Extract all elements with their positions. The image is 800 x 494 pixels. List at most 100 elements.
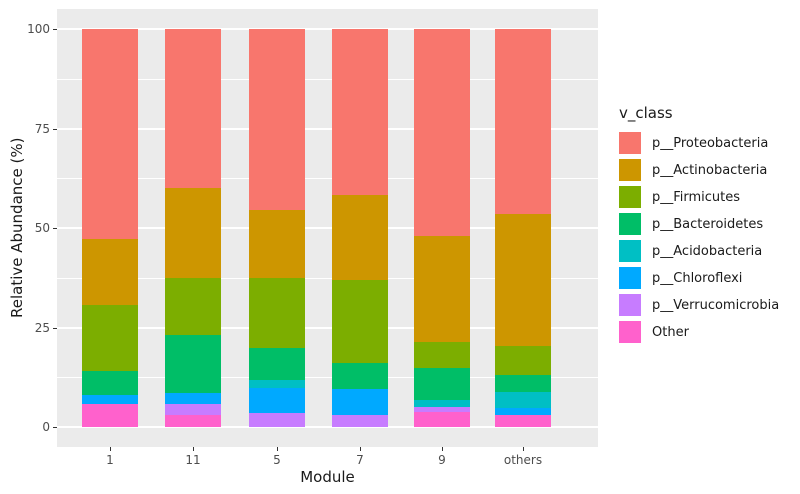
x-tick-mark — [110, 447, 111, 451]
minor-gridline — [57, 277, 598, 279]
legend-label: p__Bacteroidetes — [652, 216, 764, 232]
bar-segment-p__Proteobacteria-module-7 — [332, 29, 388, 195]
legend-label: p__Firmicutes — [652, 189, 741, 205]
bar-segment-Other-module-11 — [165, 415, 221, 427]
bar-segment-p__Proteobacteria-module-1 — [82, 29, 138, 240]
legend-label: p__Proteobacteria — [652, 135, 769, 151]
legend-label: Other — [652, 324, 689, 340]
x-tick-label-others: others — [503, 453, 543, 467]
legend-item-p__Actinobacteria: p__Actinobacteria — [619, 159, 779, 181]
bar-segment-p__Firmicutes-module-11 — [165, 278, 221, 336]
bar-segment-Other-module-1 — [82, 403, 138, 427]
y-tick-mark — [53, 128, 57, 130]
bar-segment-p__Acidobacteria-module-others — [495, 391, 551, 408]
bar-segment-p__Bacteroidetes-module-9 — [414, 368, 470, 400]
major-gridline — [57, 426, 598, 428]
legend-items: p__Proteobacteria p__Actinobacteria p__Fir… — [619, 132, 779, 343]
bar-segment-Other-module-others — [495, 415, 551, 427]
major-gridline — [57, 326, 598, 329]
bar-segment-p__Actinobacteria-module-7 — [332, 194, 388, 281]
bar-segment-p__Firmicutes-module-9 — [414, 341, 470, 369]
bar-segment-p__Proteobacteria-module-5 — [249, 29, 305, 211]
bar-segment-p__Actinobacteria-module-others — [495, 214, 551, 346]
legend-key-swatch — [619, 267, 641, 289]
bar-segment-p__Proteobacteria-module-others — [495, 29, 551, 215]
plot-panel — [57, 9, 598, 447]
bar-segment-p__Chloroflexi-module-others — [495, 407, 551, 416]
legend-item-Other: Other — [619, 321, 779, 343]
bar-segment-p__Verrucomicrobia-module-11 — [165, 403, 221, 416]
bar-segment-p__Acidobacteria-module-9 — [414, 399, 470, 408]
legend-key-swatch — [619, 159, 641, 181]
bar-segment-p__Proteobacteria-module-11 — [165, 29, 221, 188]
bar-segment-p__Actinobacteria-module-5 — [249, 210, 305, 279]
bar-segment-p__Chloroflexi-module-7 — [332, 389, 388, 416]
y-tick-mark — [53, 29, 57, 30]
major-gridline — [57, 127, 598, 130]
x-tick-label-5: 5 — [273, 453, 281, 467]
y-tick-label: 50 — [34, 221, 50, 235]
legend-label: p__Actinobacteria — [652, 162, 768, 178]
legend-item-p__Acidobacteria: p__Acidobacteria — [619, 240, 779, 262]
minor-gridline — [57, 377, 598, 379]
bar-segment-p__Actinobacteria-module-11 — [165, 187, 221, 279]
bar-segment-p__Firmicutes-module-7 — [332, 280, 388, 363]
bar-segment-p__Firmicutes-module-1 — [82, 304, 138, 371]
legend-label: p__Chloroflexi — [652, 270, 743, 286]
bar-segment-p__Proteobacteria-module-9 — [414, 29, 470, 236]
bar-segment-p__Bacteroidetes-module-1 — [82, 370, 138, 396]
bar-segment-p__Chloroflexi-module-1 — [82, 395, 138, 404]
bar-segment-p__Chloroflexi-module-5 — [249, 387, 305, 414]
x-tick-label-7: 7 — [356, 453, 364, 467]
legend-key-swatch — [619, 294, 641, 316]
legend-item-p__Proteobacteria: p__Proteobacteria — [619, 132, 779, 154]
bar-segment-p__Bacteroidetes-module-11 — [165, 335, 221, 394]
bar-segment-p__Firmicutes-module-5 — [249, 278, 305, 349]
legend-item-p__Verrucomicrobia: p__Verrucomicrobia — [619, 294, 779, 316]
legend-label: p__Acidobacteria — [652, 243, 763, 259]
bar-segment-p__Verrucomicrobia-module-7 — [332, 415, 388, 427]
minor-gridline — [57, 178, 598, 180]
legend-key-swatch — [619, 213, 641, 235]
legend-key-swatch — [619, 132, 641, 154]
minor-gridline — [57, 78, 598, 80]
y-tick-mark — [53, 427, 57, 428]
x-tick-label-1: 1 — [106, 453, 114, 467]
y-tick-label: 75 — [34, 121, 50, 136]
y-tick-label: 25 — [34, 320, 50, 335]
bar-segment-p__Bacteroidetes-module-others — [495, 374, 551, 392]
x-tick-mark — [523, 447, 524, 451]
bar-segment-p__Verrucomicrobia-module-5 — [249, 413, 305, 427]
x-tick-mark — [360, 447, 361, 451]
bar-segment-p__Verrucomicrobia-module-9 — [414, 407, 470, 412]
bar-segment-p__Bacteroidetes-module-5 — [249, 348, 305, 381]
legend-label: p__Verrucomicrobia — [652, 297, 780, 313]
y-tick-mark — [53, 327, 57, 329]
bar-segment-p__Firmicutes-module-others — [495, 345, 551, 375]
x-tick-label-9: 9 — [438, 453, 446, 467]
bar-segment-p__Acidobacteria-module-5 — [249, 380, 305, 388]
legend-item-p__Bacteroidetes: p__Bacteroidetes — [619, 213, 779, 235]
x-tick-mark — [193, 447, 194, 451]
legend-key-swatch — [619, 186, 641, 208]
x-axis-title: Module — [300, 468, 355, 486]
y-tick-label: 0 — [42, 420, 50, 434]
bar-segment-p__Bacteroidetes-module-7 — [332, 362, 388, 390]
x-tick-mark — [277, 447, 278, 451]
legend-key-swatch — [619, 321, 641, 343]
bar-segment-p__Actinobacteria-module-1 — [82, 239, 138, 305]
x-tick-mark — [442, 447, 443, 451]
legend-title: v_class — [619, 104, 673, 122]
legend-item-p__Chloroflexi: p__Chloroflexi — [619, 267, 779, 289]
y-tick-mark — [53, 228, 57, 229]
legend: v_class p__Proteobacteria p__Actinobacter… — [619, 104, 779, 348]
legend-item-p__Firmicutes: p__Firmicutes — [619, 186, 779, 208]
bar-segment-Other-module-9 — [414, 411, 470, 427]
major-gridline — [57, 227, 598, 229]
bar-segment-p__Actinobacteria-module-9 — [414, 235, 470, 342]
bar-segment-p__Chloroflexi-module-11 — [165, 393, 221, 404]
major-gridline — [57, 28, 598, 30]
y-tick-label: 100 — [27, 22, 50, 36]
legend-key-swatch — [619, 240, 641, 262]
